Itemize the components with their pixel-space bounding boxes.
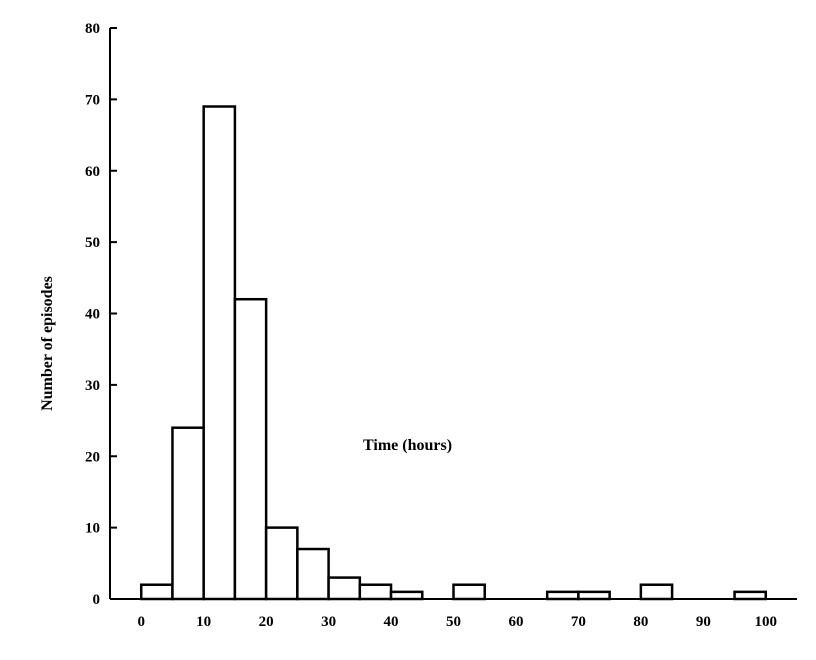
histogram-bar xyxy=(139,583,174,601)
histogram-bars xyxy=(139,105,768,601)
y-tick-label: 20 xyxy=(85,449,100,465)
x-axis-title: Time (hours) xyxy=(363,437,452,454)
histogram-bar xyxy=(327,576,362,601)
y-tick-label: 50 xyxy=(85,235,100,251)
histogram-bar xyxy=(639,583,674,601)
x-tick-label: 30 xyxy=(321,614,336,630)
histogram-bar xyxy=(171,426,205,601)
y-tick-label: 10 xyxy=(85,521,100,537)
y-tick-label: 60 xyxy=(85,164,100,180)
histogram-bar xyxy=(733,590,768,601)
y-axis: 0 10 20 30 40 50 60 70 80 xyxy=(85,21,117,608)
x-tick-label: 40 xyxy=(384,614,399,630)
y-axis-title: Number of episodes xyxy=(39,276,56,411)
y-tick-label: 70 xyxy=(85,92,100,108)
x-tick-label: 70 xyxy=(571,614,586,630)
x-tick-label: 0 xyxy=(137,614,145,630)
histogram-bar xyxy=(452,583,486,601)
histogram-bar xyxy=(545,590,580,601)
x-axis: 0 10 20 30 40 50 60 70 80 90 100 xyxy=(110,598,797,630)
y-tick-label: 0 xyxy=(93,592,101,608)
y-tick-label: 80 xyxy=(85,21,100,37)
x-tick-label: 10 xyxy=(196,614,211,630)
x-tick-label: 60 xyxy=(508,614,523,630)
histogram-bar xyxy=(264,526,299,601)
x-tick-label: 90 xyxy=(696,614,711,630)
histogram-bar xyxy=(389,590,424,601)
histogram-bar xyxy=(358,583,393,601)
y-tick-label: 30 xyxy=(85,378,100,394)
x-tick-label: 20 xyxy=(259,614,274,630)
x-tick-label: 100 xyxy=(755,614,778,630)
x-tick-label: 80 xyxy=(633,614,648,630)
histogram-bar xyxy=(202,105,237,601)
histogram-bar xyxy=(233,297,268,601)
y-tick-label: 40 xyxy=(85,307,100,323)
histogram-bar xyxy=(296,547,330,601)
x-tick-label: 50 xyxy=(446,614,461,630)
histogram-bar xyxy=(577,590,611,601)
